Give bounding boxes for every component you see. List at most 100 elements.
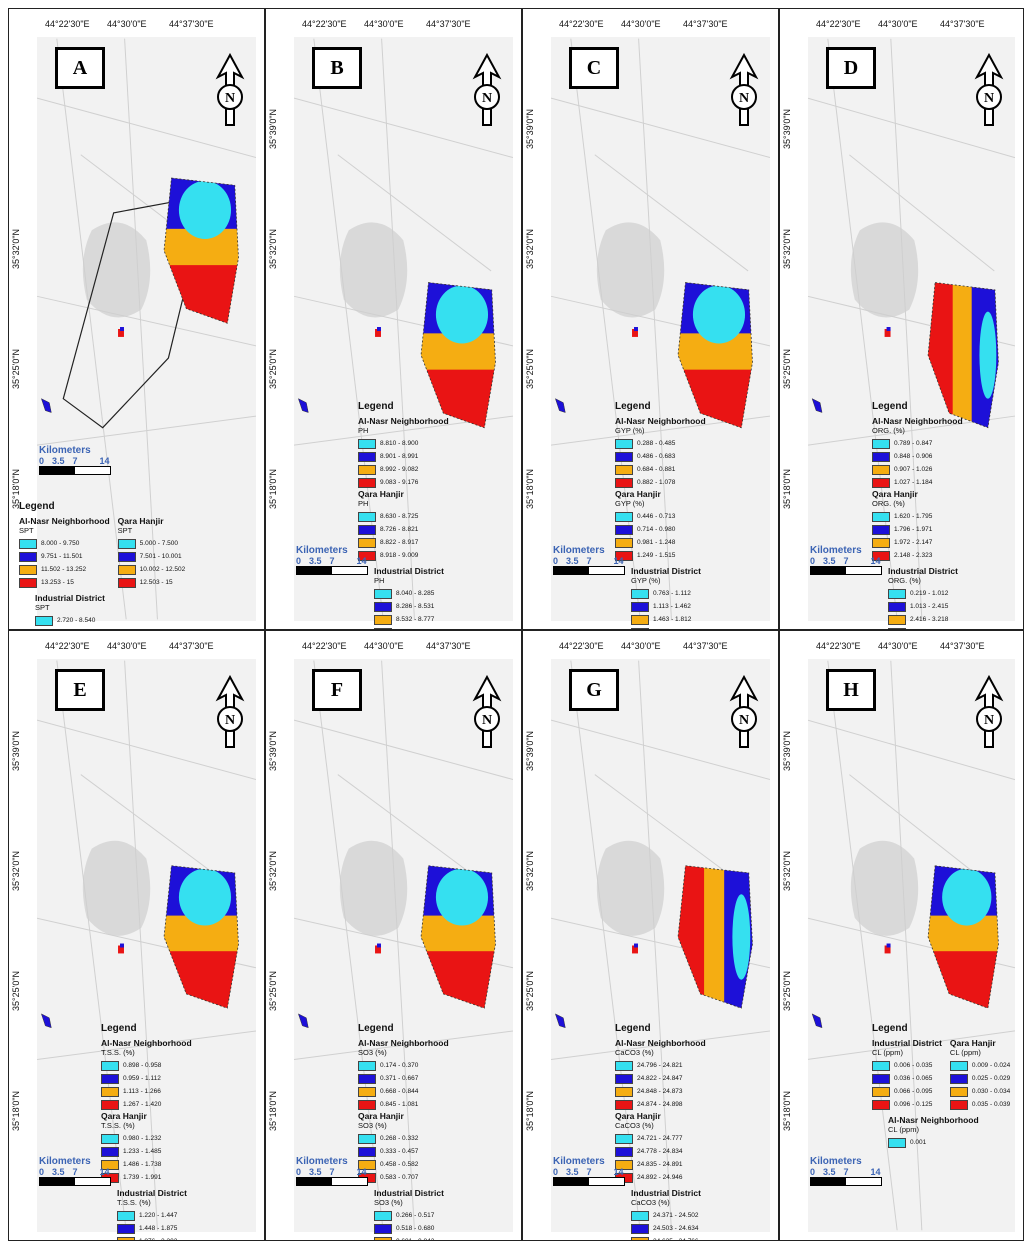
latitude-label: 35°32'0"N (525, 228, 535, 269)
longitude-label: 44°37'30"E (426, 19, 471, 29)
al-nasr-patch (377, 327, 381, 331)
legend-range: 0.174 - 0.370 (380, 1062, 419, 1069)
city-area (339, 222, 408, 318)
legend-range: 8.532 - 8.777 (396, 616, 435, 623)
legend-swatch (358, 1159, 376, 1170)
legend-swatch (872, 464, 890, 475)
legend-entry: 8.286 - 8.531 (374, 600, 513, 613)
legend-swatch (615, 511, 633, 522)
scale-tick: 14 (99, 1167, 110, 1177)
scale-ticks: 0 3.5 7 14 (553, 556, 625, 566)
legend-entry: 5.000 - 7.500 (117, 537, 186, 550)
legend-entry: 9.083 - 9.176 (358, 476, 449, 489)
legend-group-title: Industrial District (117, 1188, 187, 1198)
legend-group-title: Qara Hanjir (949, 1038, 996, 1048)
legend-unit: PH (358, 499, 369, 508)
road-line (37, 1030, 256, 1060)
city-area (596, 222, 665, 318)
legend-entry: 0.518 - 0.680 (374, 1222, 513, 1235)
legend-unit: SO3 (%) (358, 1048, 387, 1057)
scale-bar: Kilometers 0 3.5 7 14 (296, 545, 368, 575)
legend-swatch (358, 1073, 376, 1084)
legend-range: 0.959 - 1.112 (123, 1075, 161, 1082)
scale-title: Kilometers (39, 1156, 91, 1167)
scale-title: Kilometers (39, 445, 91, 456)
legend-range: 0.668 - 0.844 (380, 1088, 419, 1095)
north-arrow-icon: N (215, 53, 245, 126)
scale-tick: 14 (356, 1167, 367, 1177)
zone-fill (435, 868, 489, 926)
legend-title: Legend (358, 1023, 394, 1034)
basemap (808, 37, 1015, 621)
map-legend: Legend Al-Nasr Neighborhood PH 8.810 - 8.90… (358, 401, 521, 629)
scale-tick: 7 (586, 556, 592, 566)
city-area (339, 840, 408, 936)
longitude-label: 44°37'30"E (683, 641, 728, 651)
scale-tick: 0 (553, 1167, 559, 1177)
legend-swatch (631, 1210, 649, 1221)
legend-swatch (872, 550, 890, 561)
city-area (596, 840, 665, 936)
legend-swatch (615, 1060, 633, 1071)
legend-group: Industrial District GYP (%) 0.763 - 1.112 1… (631, 566, 770, 629)
legend-group: Qara Hanjir GYP (%) 0.446 - 0.713 0.714 - 0… (615, 489, 675, 562)
latitude-label: 35°25'0"N (525, 348, 535, 389)
road-line (381, 660, 415, 1231)
longitude-label: 44°37'30"E (169, 641, 214, 651)
legend-range: 0.066 - 0.095 (894, 1088, 933, 1095)
legend-range: 24.874 - 24.898 (637, 1101, 683, 1108)
road-line (551, 719, 770, 780)
legend-range: 1.027 - 1.184 (894, 479, 933, 486)
legend-range: 9.083 - 9.176 (380, 479, 419, 486)
legend-swatch (358, 537, 376, 548)
legend-range: 1.486 - 1.738 (123, 1161, 162, 1168)
legend-range: 0.006 - 0.035 (894, 1062, 933, 1069)
legend-group-title: Al-Nasr Neighborhood (888, 1115, 979, 1125)
legend-entry: 12.503 - 15 (117, 576, 186, 589)
latitude-label: 35°32'0"N (268, 228, 278, 269)
north-arrow-icon: N (729, 53, 759, 126)
legend-range: 0.219 - 1.012 (910, 590, 949, 597)
legend-entry: 1.220 - 1.447 (117, 1209, 256, 1222)
scale-ticks: 0 3.5 7 14 (810, 556, 882, 566)
legend-range: 5.000 - 7.500 (139, 540, 178, 547)
road-line (294, 1030, 513, 1060)
svg-text:N: N (482, 91, 492, 106)
longitude-label: 44°30'0"E (878, 19, 918, 29)
latitude-label: 35°25'0"N (268, 970, 278, 1011)
legend-group-title: Al-Nasr Neighborhood (358, 416, 449, 426)
panel-letter: D (826, 47, 876, 89)
al-nasr-patch (634, 943, 638, 948)
scale-title: Kilometers (810, 1156, 862, 1167)
legend-range: 11.502 - 13.252 (41, 566, 87, 573)
legend-entry: 1.249 - 1.515 (615, 549, 675, 562)
legend-range: 8.000 - 9.750 (41, 540, 80, 547)
legend-entry: 24.892 - 24.946 (615, 1171, 683, 1184)
legend-swatch (615, 451, 633, 462)
city-area (82, 222, 151, 318)
legend-range: 0.288 - 0.485 (637, 440, 676, 447)
road-line (294, 97, 513, 159)
latitude-label: 35°18'0"N (268, 468, 278, 509)
legend-group: Industrial District T.S.S. (%) 1.220 - 1.4… (117, 1188, 256, 1240)
legend-range: 12.503 - 15 (139, 579, 173, 586)
legend-swatch (615, 537, 633, 548)
longitude-label: 44°37'30"E (940, 641, 985, 651)
legend-range: 8.040 - 8.285 (396, 590, 435, 597)
legend-range: 0.486 - 0.683 (637, 453, 676, 460)
scale-title: Kilometers (296, 1156, 348, 1167)
map-panel-g: 44°22'30"E 44°30'0"E 44°37'30"E 35°39'0"N 35… (522, 630, 779, 1241)
road-line (337, 154, 492, 272)
legend-entry: 0.714 - 0.980 (615, 523, 675, 536)
legend-swatch (374, 1210, 392, 1221)
legend-entry: 0.025 - 0.029 (949, 1072, 1010, 1085)
al-nasr-patch (118, 945, 124, 954)
longitude-label: 44°22'30"E (302, 19, 347, 29)
zone-fill (732, 894, 751, 980)
legend-range: 0.266 - 0.517 (396, 1212, 435, 1219)
svg-text:N: N (225, 713, 235, 728)
zone-outline (927, 865, 999, 1009)
city-area (850, 222, 919, 318)
svg-text:N: N (482, 713, 492, 728)
